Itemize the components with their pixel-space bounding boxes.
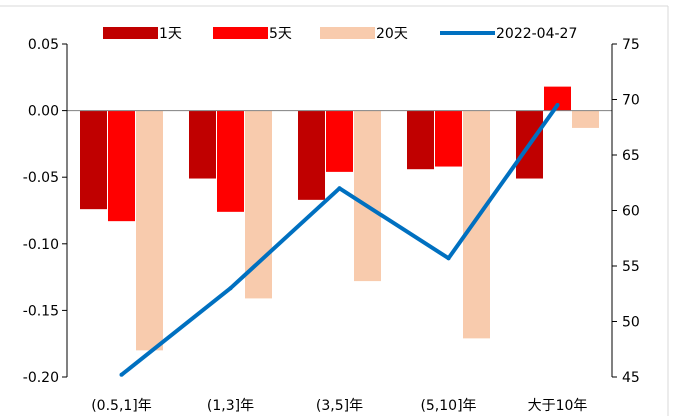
category-label: (5,10]年 <box>420 398 476 414</box>
bar-series-0-cat-1 <box>189 110 216 179</box>
bar-series-0-cat-3 <box>407 110 434 170</box>
left-tick-label: -0.15 <box>23 303 59 319</box>
right-tick-label: 70 <box>622 93 640 109</box>
line-point-series-3-cat-3 <box>446 256 451 261</box>
category-label: (0.5,1]年 <box>91 398 152 414</box>
legend-label-0: 1天 <box>159 26 182 42</box>
legend-swatch-0 <box>103 27 158 39</box>
legend: 1天 5天 20天 2022-04-27 <box>103 26 577 42</box>
line-point-series-3-cat-2 <box>337 186 342 191</box>
axes-layer: 0.05 0.00 -0.05 -0.10 -0.15 -0.20 75 70 65 60 55 50… <box>23 37 640 414</box>
bar-series-2-cat-4 <box>572 110 599 128</box>
line-point-series-3-cat-1 <box>228 286 233 291</box>
bar-series-1-cat-0 <box>108 110 135 222</box>
bar-series-2-cat-2 <box>354 110 381 282</box>
bar-series-1-cat-1 <box>217 110 244 212</box>
legend-swatch-2 <box>320 27 375 39</box>
bar-series-1-cat-2 <box>326 110 353 172</box>
bar-series-2-cat-0 <box>136 110 163 351</box>
bar-series-0-cat-0 <box>80 110 107 210</box>
line-layer <box>119 103 560 377</box>
bar-series-2-cat-1 <box>245 110 272 299</box>
line-point-series-3-cat-0 <box>119 372 124 377</box>
category-label: (3,5]年 <box>316 398 363 414</box>
category-label: 大于10年 <box>528 398 588 414</box>
left-tick-label: 0.00 <box>28 104 59 120</box>
bar-series-1-cat-4 <box>544 86 571 111</box>
right-tick-label: 45 <box>622 370 640 386</box>
left-tick-label: 0.05 <box>28 37 59 53</box>
left-tick-label: -0.05 <box>23 170 59 186</box>
right-tick-label: 50 <box>622 315 640 331</box>
legend-swatch-1 <box>213 27 268 39</box>
legend-label-3: 2022-04-27 <box>496 26 577 42</box>
bar-series-0-cat-2 <box>298 110 325 200</box>
legend-label-2: 20天 <box>376 26 408 42</box>
bar-series-2-cat-3 <box>463 110 490 339</box>
right-tick-label: 60 <box>622 204 640 220</box>
left-tick-label: -0.20 <box>23 370 59 386</box>
right-tick-label: 75 <box>622 37 640 53</box>
category-label: (1,3]年 <box>207 398 254 414</box>
line-point-series-3-cat-4 <box>555 103 560 108</box>
legend-label-1: 5天 <box>269 26 292 42</box>
bars-layer <box>80 86 599 351</box>
left-tick-label: -0.10 <box>23 237 59 253</box>
bar-series-1-cat-3 <box>435 110 462 167</box>
right-tick-label: 55 <box>622 259 640 275</box>
right-tick-label: 65 <box>622 148 640 164</box>
